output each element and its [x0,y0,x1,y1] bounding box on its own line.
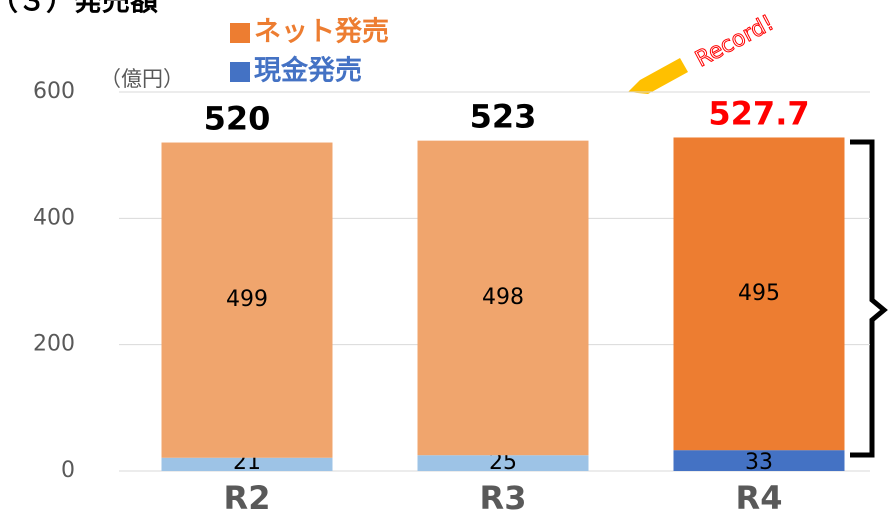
x-tick-label: R2 [224,479,271,517]
legend-swatch [230,23,250,43]
marker-icon [628,58,688,94]
x-tick-label: R4 [736,479,783,517]
annotation: Record! [691,11,778,73]
x-tick-label: R3 [480,479,527,517]
bar-segment [161,457,333,471]
bar-segment [161,142,333,458]
y-tick-label: 600 [33,79,75,104]
legend-swatch [230,62,250,82]
record-marker: Record! [628,10,779,94]
bar-segment [417,455,589,471]
bracket [850,139,888,458]
total-label: 520 [204,100,271,138]
y-tick-label: 0 [61,458,75,483]
data-label: 495 [738,281,780,306]
data-label: 33 [745,450,773,475]
legend-label: 現金発売 [254,55,362,87]
bar-segment [673,137,845,451]
chart-title: （３）発売額 [0,0,158,17]
data-label: 498 [482,285,524,310]
total-label: 523 [470,98,537,136]
y-tick-label: 200 [33,332,75,357]
total-label: 527.7 [708,95,809,133]
legend-label: ネット発売 [254,17,389,48]
bar-segment [417,140,589,456]
bar-segment [673,450,845,471]
data-label: 499 [226,287,268,312]
y-tick-label: 400 [33,205,75,230]
unit-label: （億円） [100,67,184,91]
